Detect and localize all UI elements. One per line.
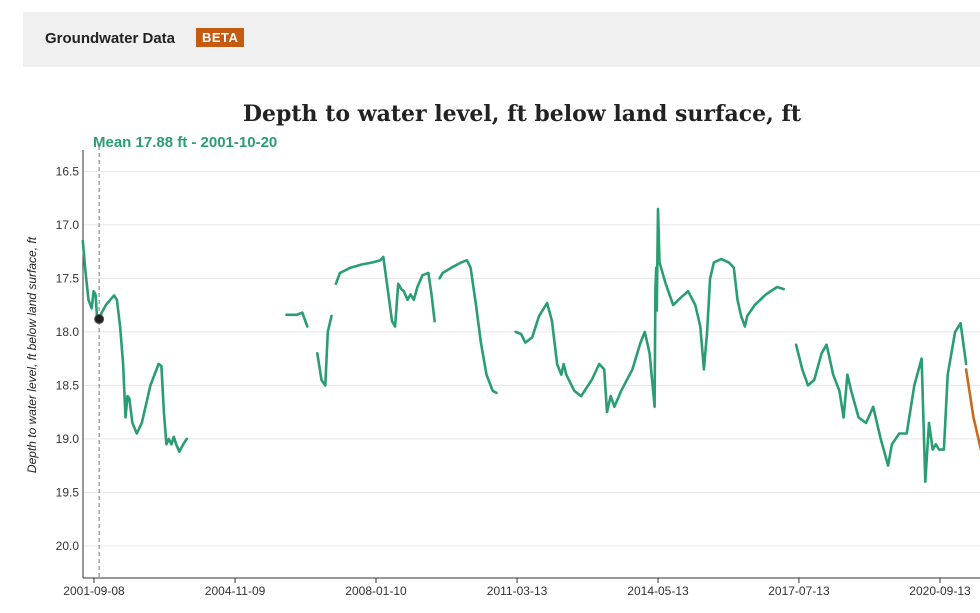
y-tick-label: 20.0 [56,539,80,553]
cursor-point [94,314,105,325]
x-tick-label: 2008-01-10 [345,584,407,598]
y-tick-label: 18.5 [56,378,80,392]
x-tick-label: 2017-07-13 [768,584,830,598]
x-tick-label: 2001-09-08 [63,584,125,598]
y-tick-label: 19.0 [56,432,80,446]
provisional-series-line [964,368,980,451]
app-title: Groundwater Data [45,30,176,47]
x-tick-label: 2020-09-13 [909,584,971,598]
y-tick-label: 19.5 [56,485,80,499]
y-tick-label: 17.0 [56,218,80,232]
approved-series-line [285,311,309,328]
header-bar: Groundwater Data BETA [23,12,980,67]
y-tick-label: 18.0 [56,325,80,339]
approved-series-line [316,314,333,387]
x-tick-label: 2004-11-09 [205,584,266,598]
y-tick-label: 17.5 [56,271,80,285]
approved-series-line [438,258,498,395]
approved-series-line [334,255,436,328]
chart-title: Depth to water level, ft below land surf… [242,101,802,127]
x-tick-label: 2011-03-13 [487,584,548,598]
cursor-readout: Mean 17.88 ft - 2001-10-20 [93,134,278,151]
x-tick-label: 2014-05-13 [627,584,689,598]
beta-badge: BETA [196,28,245,47]
approved-series-line [81,239,189,453]
y-tick-label: 16.5 [56,164,80,178]
approved-series-line [514,207,785,414]
approved-series-line [794,322,968,483]
